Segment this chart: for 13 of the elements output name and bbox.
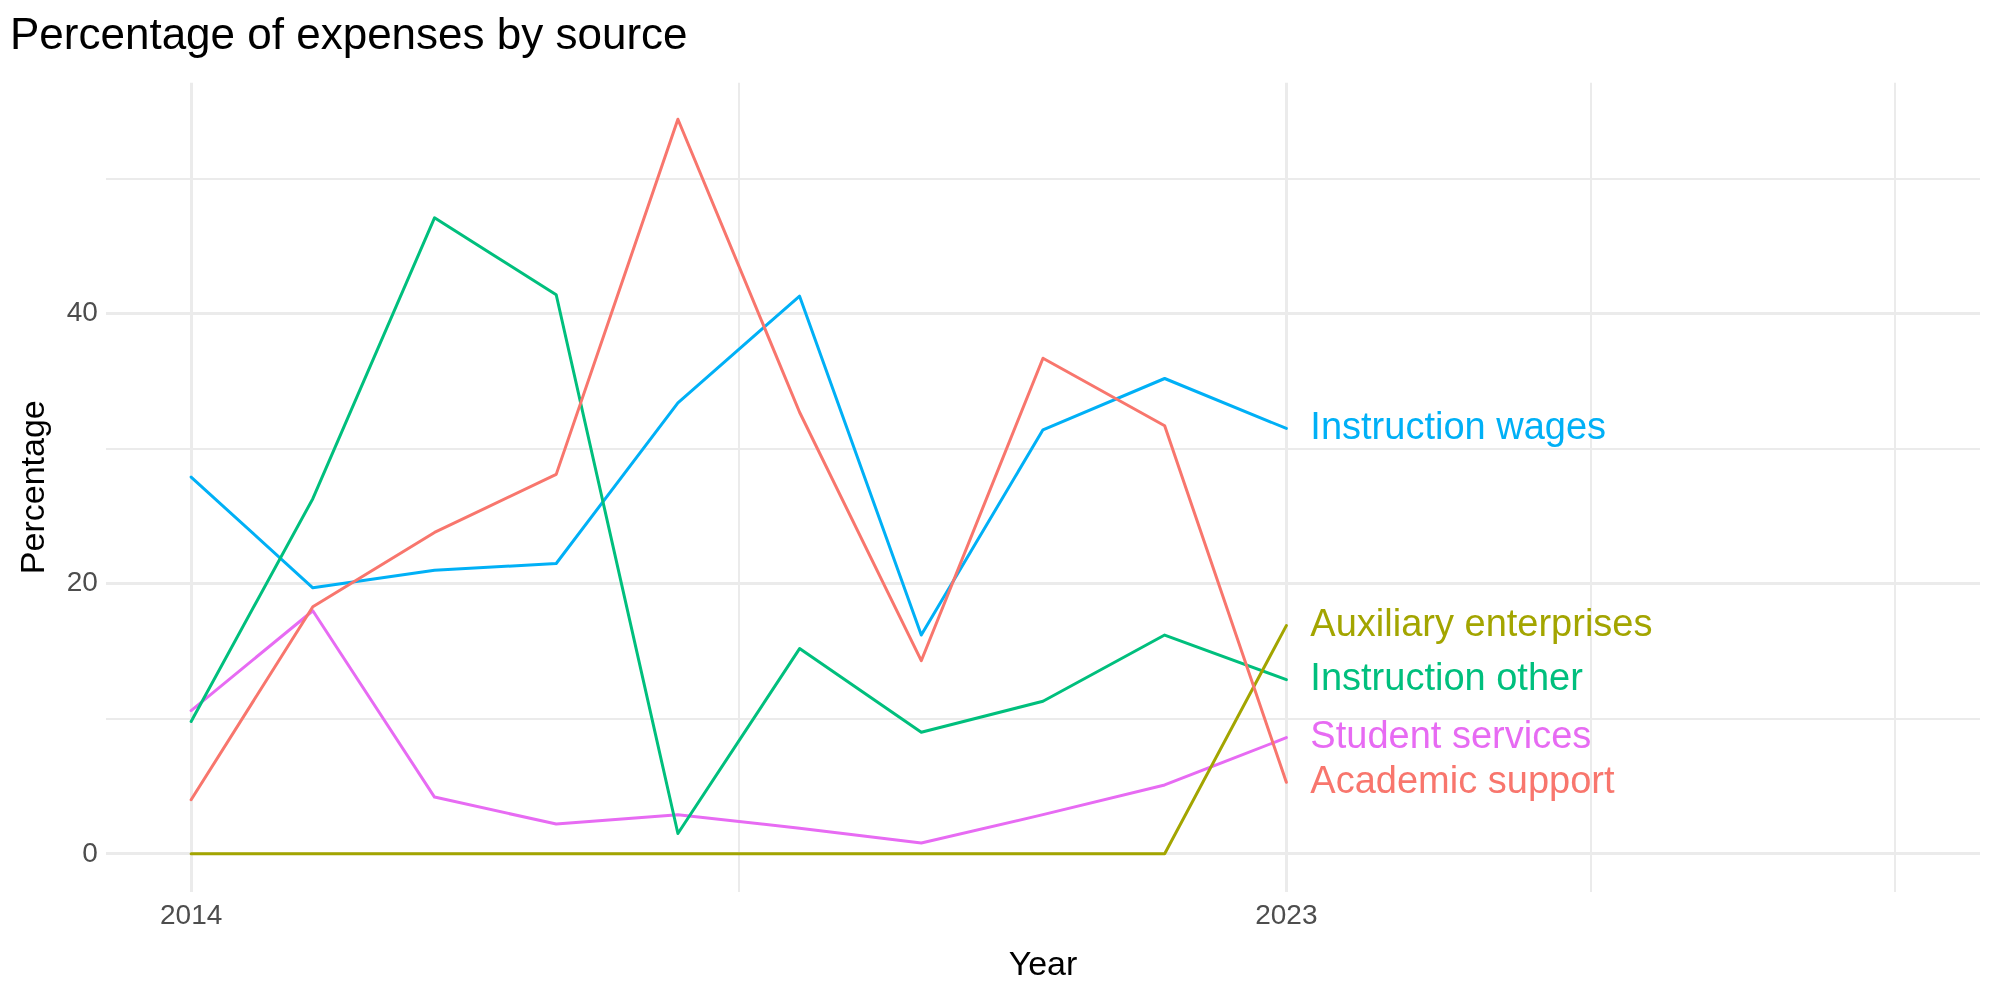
series-label: Student services: [1310, 714, 1592, 757]
x-tick-label: 2014: [159, 899, 223, 931]
series-label: Instruction wages: [1310, 404, 1607, 447]
y-tick-label: 0: [82, 836, 98, 868]
y-tick-label: 20: [66, 566, 98, 598]
series-label: Instruction other: [1310, 656, 1584, 699]
chart-title: Percentage of expenses by source: [10, 8, 688, 58]
x-axis-title: Year: [1008, 943, 1078, 982]
series-label: Academic support: [1310, 758, 1615, 801]
y-axis-title: Percentage: [12, 400, 51, 575]
series-label: Auxiliary enterprises: [1310, 602, 1653, 645]
x-tick-label: 2023: [1255, 899, 1318, 931]
y-tick-label: 40: [66, 296, 98, 328]
